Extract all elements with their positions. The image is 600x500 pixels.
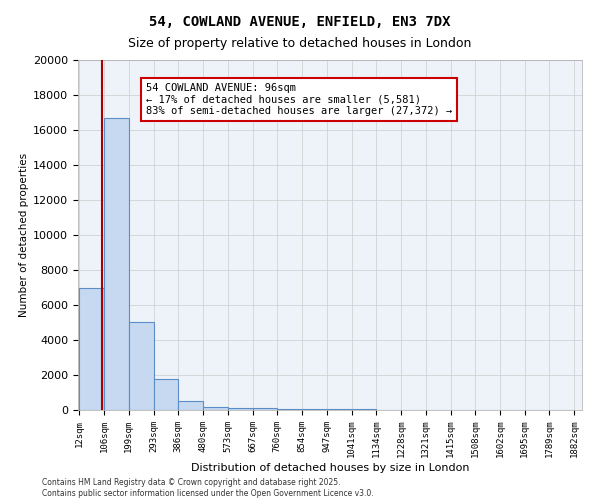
Bar: [129, 322, 154, 410]
Bar: [79, 288, 104, 410]
X-axis label: Distribution of detached houses by size in London: Distribution of detached houses by size …: [191, 463, 469, 473]
Bar: [277, 408, 302, 410]
Bar: [104, 118, 129, 410]
Bar: [228, 408, 253, 410]
Text: 54 COWLAND AVENUE: 96sqm
← 17% of detached houses are smaller (5,581)
83% of sem: 54 COWLAND AVENUE: 96sqm ← 17% of detach…: [146, 83, 452, 116]
Bar: [203, 406, 228, 410]
Bar: [178, 401, 203, 410]
Y-axis label: Number of detached properties: Number of detached properties: [19, 153, 29, 317]
Text: 54, COWLAND AVENUE, ENFIELD, EN3 7DX: 54, COWLAND AVENUE, ENFIELD, EN3 7DX: [149, 15, 451, 29]
Text: Contains HM Land Registry data © Crown copyright and database right 2025.
Contai: Contains HM Land Registry data © Crown c…: [42, 478, 374, 498]
Bar: [253, 408, 277, 410]
Text: Size of property relative to detached houses in London: Size of property relative to detached ho…: [128, 38, 472, 51]
Bar: [302, 409, 326, 410]
Bar: [154, 378, 178, 410]
